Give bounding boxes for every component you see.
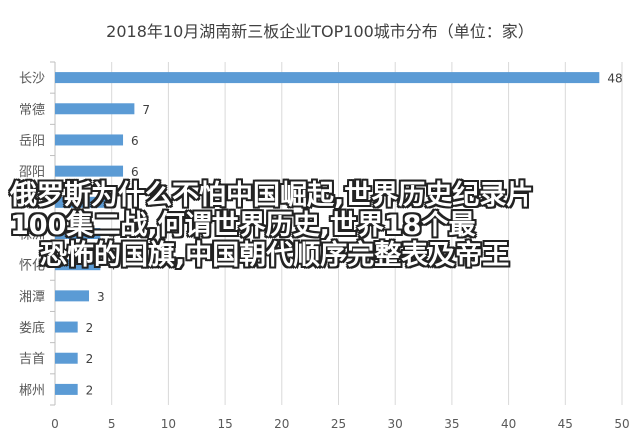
bar [55,103,135,115]
bar [55,383,78,395]
y-category-label: 湘潭 [19,290,45,305]
data-label: 4 [108,259,116,273]
y-category-label: 长沙 [19,72,45,87]
x-tick-label: 40 [501,417,516,431]
data-label: 2 [86,352,94,366]
y-category-label: 娄底 [19,320,45,336]
x-tick-label: 25 [331,417,346,431]
bars [55,72,600,395]
y-category-label: 衡阳 [19,196,45,211]
x-tick-label: 45 [558,417,573,431]
overlay-caption-line-3: 恐怖的国旗,中国朝代顺序完整表及帝王 [40,240,510,271]
data-label: 48 [607,72,622,86]
x-tick-label: 0 [51,417,59,431]
data-label: 2 [86,383,94,397]
bar [55,228,101,239]
data-label: 4 [108,228,116,242]
labels: 0 5 10 15 20 25 30 35 40 45 50 长沙 48 常德 7 岳阳 6 邵阳 6 衡阳 5 株洲 4 怀… [19,72,630,431]
y-category-label: 邵阳 [19,165,45,180]
bar [55,259,101,271]
bar [55,290,90,302]
bar [55,352,78,364]
x-tick-label: 5 [108,417,116,431]
x-tick-label: 10 [161,417,176,431]
y-category-label: 怀化 [19,259,45,274]
y-category-label: 常德 [19,103,45,118]
bar [55,134,124,146]
data-label: 6 [131,165,139,179]
data-label: 2 [86,321,94,335]
x-tick-label: 50 [614,417,629,431]
overlay-caption-line-2: 100集二战,何谓世界历史,世界18个最 [10,210,476,241]
y-category-label: 岳阳 [19,134,45,149]
x-tick-label: 15 [217,417,232,431]
bar [55,72,600,84]
overlay-caption-line-1: 俄罗斯为什么不怕中国崛起,世界历史纪录片 [10,180,534,211]
y-category-label: 郴州 [19,383,45,398]
data-label: 5 [120,196,128,210]
data-label: 3 [97,290,105,304]
x-tick-label: 35 [444,417,459,431]
x-tick-label: 30 [388,417,403,431]
bar [55,196,112,208]
y-category-label: 吉首 [19,352,45,367]
x-tick-label: 20 [274,417,289,431]
y-category-label: 株洲 [19,228,45,243]
data-label: 6 [131,134,139,148]
bar [55,321,78,333]
chart-title: 2018年10月湖南新三板企业TOP100城市分布（单位：家） [106,22,534,41]
bar [55,165,124,177]
data-label: 7 [142,103,150,117]
